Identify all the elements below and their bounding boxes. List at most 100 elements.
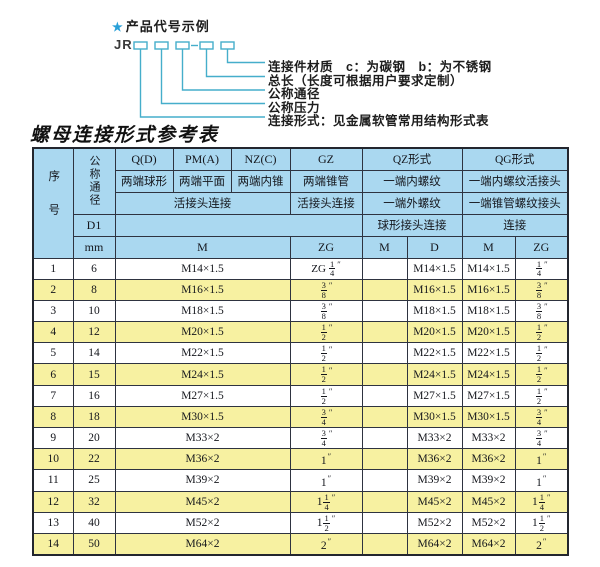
header-qg-sub1: 一端内螺纹活接头 <box>461 169 569 193</box>
seq-cell: 6 <box>32 363 74 386</box>
m-cell: M39×2 <box>114 469 291 492</box>
header-qz-sub2: 一端外螺纹 <box>361 191 463 215</box>
table-row: 13 40 M52×2 1 1 2 ″ M52×2 M52×2 1 1 2 ″ <box>32 511 569 534</box>
header-unit-zg2: ZG <box>514 235 569 259</box>
m-cell: M16×1.5 <box>114 278 291 301</box>
table-row: 1 6 M14×1.5 ZG 1 4 ″ M14×1.5 M14×1.5 1 4 ″ <box>32 257 569 280</box>
qg-m-cell: M36×2 <box>461 448 516 471</box>
header-live-joint: 活接头连接 <box>114 191 291 215</box>
header-qg-sub2: 一端锥管螺纹接头 <box>461 191 569 215</box>
dn-cell: 25 <box>72 469 116 492</box>
dn-cell: 18 <box>72 405 116 429</box>
qg-m-cell: M22×1.5 <box>461 342 516 365</box>
table-row: 12 32 M45×2 1 1 4 ″ M45×2 M45×2 1 1 4 ″ <box>32 490 569 513</box>
qg-zg-cell: 1 4 ″ <box>514 257 569 280</box>
seq-cell: 1 <box>32 257 74 280</box>
qz-d-cell: M39×2 <box>406 469 463 492</box>
header-seq: 序号 <box>32 147 74 259</box>
m-cell: M33×2 <box>114 426 291 450</box>
seq-cell: 12 <box>32 490 74 513</box>
qz-d-cell: M16×1.5 <box>406 278 463 301</box>
leader-line-pressure <box>160 49 265 105</box>
qz-d-cell: M45×2 <box>406 490 463 513</box>
qg-m-cell: M24×1.5 <box>461 363 516 386</box>
dn-cell: 22 <box>72 448 116 471</box>
dn-cell: 32 <box>72 490 116 513</box>
qz-m-cell <box>361 321 408 344</box>
diagram-heading-label: 产品代号示例 <box>125 19 210 34</box>
seq-cell: 11 <box>32 469 74 492</box>
header-qg-conn: 连接 <box>461 213 569 237</box>
table-body: 1 6 M14×1.5 ZG 1 4 ″ M14×1.5 M14×1.5 1 4 ″ 2 8 M16×1.5… <box>32 257 569 556</box>
header-blank <box>114 213 363 237</box>
seq-cell: 5 <box>32 342 74 365</box>
header-qg: QG形式 <box>461 147 569 171</box>
label-diameter: 公称通径 <box>268 87 321 101</box>
qg-m-cell: M45×2 <box>461 490 516 513</box>
header-unit-m2: M <box>361 235 408 259</box>
gz-zg-cell: 3 8 ″ <box>289 299 363 323</box>
dn-cell: 16 <box>72 384 116 407</box>
qz-m-cell <box>361 532 408 556</box>
table-row: 9 20 M33×2 3 4 ″ M33×2 M33×2 3 4 ″ <box>32 426 569 450</box>
seq-cell: 2 <box>32 278 74 301</box>
code-box-5 <box>220 41 235 50</box>
qz-m-cell <box>361 405 408 429</box>
qg-zg-cell: 2″ <box>514 532 569 556</box>
header-unit-m1: M <box>114 235 291 259</box>
qz-d-cell: M33×2 <box>406 426 463 450</box>
qz-m-cell <box>361 278 408 301</box>
code-box-1 <box>133 41 148 50</box>
table-row: 5 14 M22×1.5 1 2 ″ M22×1.5 M22×1.5 1 2 ″ <box>32 342 569 365</box>
table-row: 14 50 M64×2 2″ M64×2 M64×2 2″ <box>32 532 569 556</box>
qg-zg-cell: 3 8 ″ <box>514 278 569 301</box>
seq-cell: 14 <box>32 532 74 556</box>
table-row: 6 15 M24×1.5 1 2 ″ M24×1.5 M24×1.5 1 2 ″ <box>32 363 569 386</box>
dn-cell: 12 <box>72 321 116 344</box>
qz-m-cell <box>361 342 408 365</box>
dn-cell: 8 <box>72 278 116 301</box>
qz-d-cell: M22×1.5 <box>406 342 463 365</box>
qg-m-cell: M18×1.5 <box>461 299 516 323</box>
dn-cell: 14 <box>72 342 116 365</box>
qg-zg-cell: 1 1 2 ″ <box>514 511 569 534</box>
star-icon: ★ <box>112 20 124 34</box>
m-cell: M24×1.5 <box>114 363 291 386</box>
table-row: 10 22 M36×2 1″ M36×2 M36×2 1″ <box>32 448 569 471</box>
label-length: 总长（长度可根据用户要求定制） <box>268 74 464 88</box>
m-cell: M45×2 <box>114 490 291 513</box>
qg-zg-cell: 1 2 ″ <box>514 384 569 407</box>
m-cell: M18×1.5 <box>114 299 291 323</box>
qz-m-cell <box>361 448 408 471</box>
m-cell: M22×1.5 <box>114 342 291 365</box>
qg-m-cell: M39×2 <box>461 469 516 492</box>
gz-zg-cell: 1″ <box>289 448 363 471</box>
table-row: 4 12 M20×1.5 1 2 ″ M20×1.5 M20×1.5 1 2 ″ <box>32 321 569 344</box>
qg-m-cell: M20×1.5 <box>461 321 516 344</box>
gz-zg-cell: 1 2 ″ <box>289 384 363 407</box>
m-cell: M52×2 <box>114 511 291 534</box>
qz-d-cell: M14×1.5 <box>406 257 463 280</box>
qz-d-cell: M36×2 <box>406 448 463 471</box>
gz-zg-cell: 1″ <box>289 469 363 492</box>
dn-cell: 6 <box>72 257 116 280</box>
qz-m-cell <box>361 426 408 450</box>
m-cell: M20×1.5 <box>114 321 291 344</box>
qz-d-cell: M24×1.5 <box>406 363 463 386</box>
qg-m-cell: M52×2 <box>461 511 516 534</box>
qg-m-cell: M64×2 <box>461 532 516 556</box>
table-header: 序号 公称通径 Q(D) PM(A) NZ(C) GZ QZ形式 QG形式 两端… <box>32 147 569 259</box>
table-row: 11 25 M39×2 1″ M39×2 M39×2 1″ <box>32 469 569 492</box>
label-connection: 连接形式：见金属软管常用结构形式表 <box>268 114 490 128</box>
leader-line-material <box>226 49 265 64</box>
gz-zg-cell: 3 4 ″ <box>289 426 363 450</box>
dn-cell: 40 <box>72 511 116 534</box>
m-cell: M64×2 <box>114 532 291 556</box>
gz-zg-cell: 3 4 ″ <box>289 405 363 429</box>
header-nz-sub: 两端内锥 <box>230 169 291 193</box>
code-box-4 <box>199 41 214 50</box>
gz-zg-cell: ZG 1 4 ″ <box>289 257 363 280</box>
m-cell: M36×2 <box>114 448 291 471</box>
header-unit-d: D <box>406 235 463 259</box>
code-box-3 <box>175 41 190 50</box>
